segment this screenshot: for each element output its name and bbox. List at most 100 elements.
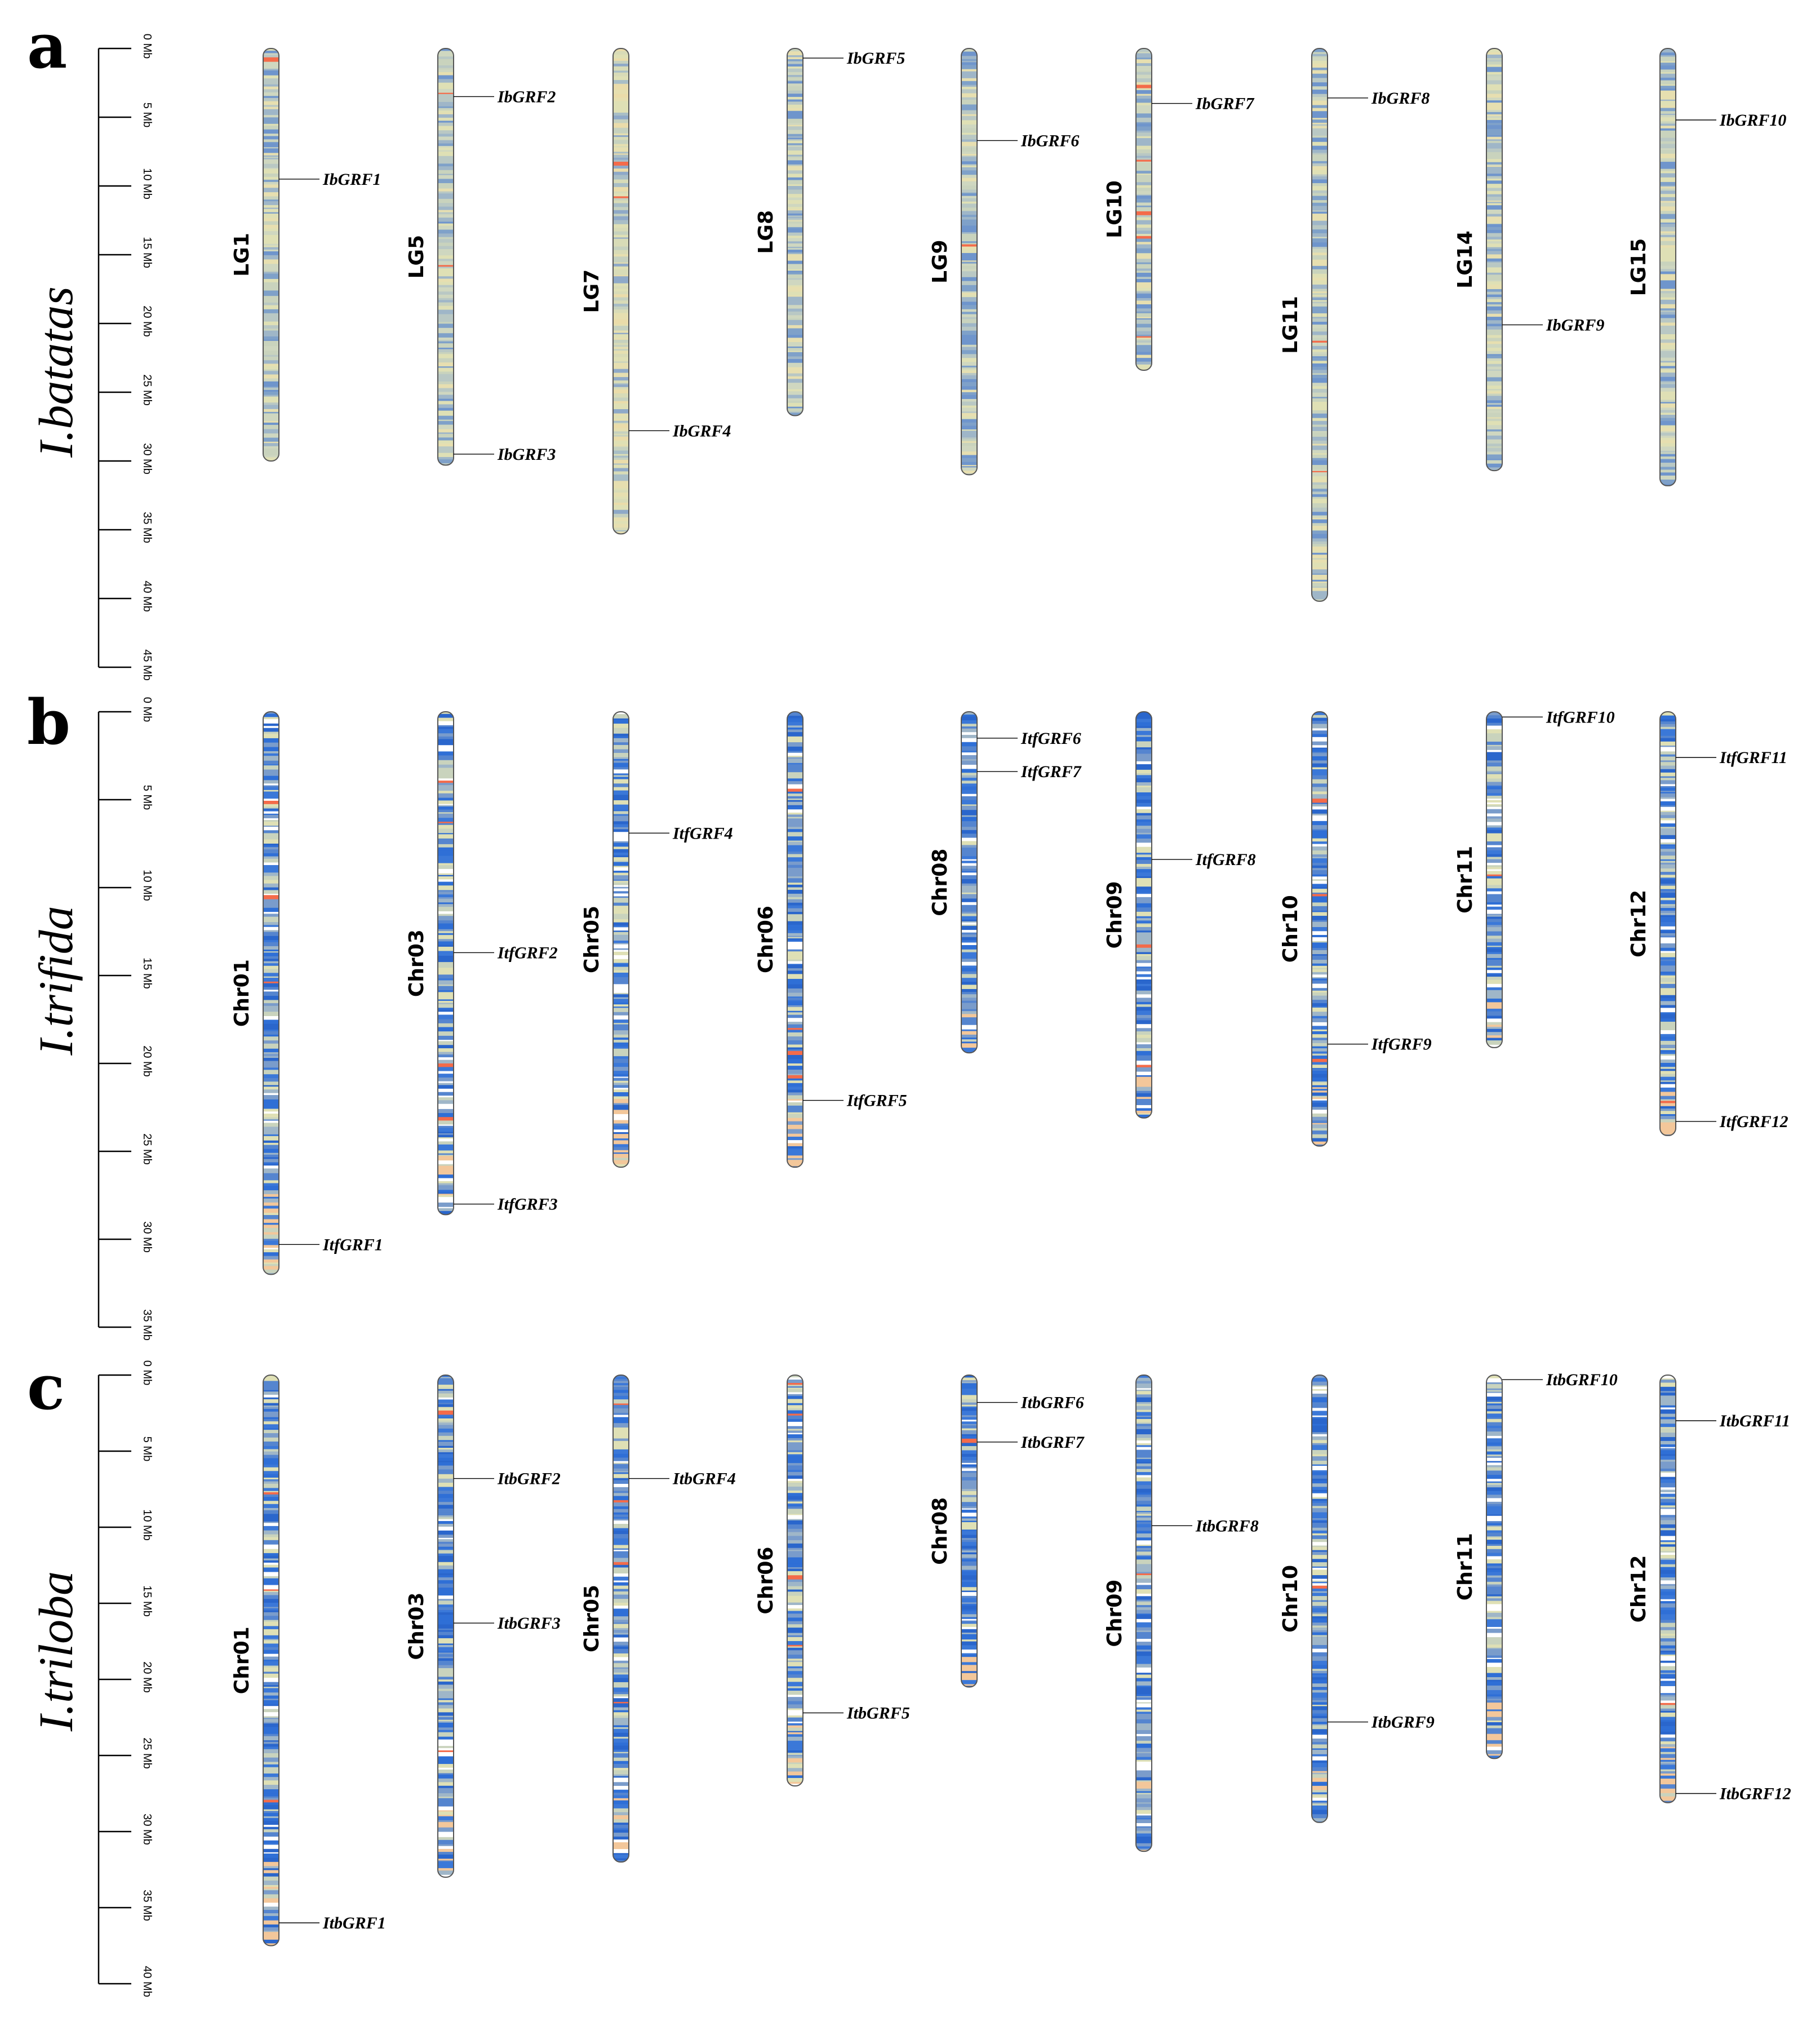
- chromosome-name: Chr06: [754, 906, 778, 973]
- chromosome-lg5-outline: [437, 48, 454, 466]
- chromosome-chr09-outline: [1135, 711, 1152, 1119]
- panel-letter: b: [27, 686, 70, 759]
- chromosome-bands: [1312, 48, 1328, 601]
- chromosome-chr05-outline: [612, 711, 629, 1168]
- chromosome-chr10-outline: [1311, 711, 1328, 1147]
- scale-axis: 0 Mb 5 Mb 10 Mb 15 Mb 20 Mb 25 Mb 30 Mb 35 Mb 40…: [97, 34, 153, 681]
- chromosome-name: Chr09: [1103, 1580, 1126, 1647]
- axis-tick-label: 40 Mb: [141, 1966, 153, 1997]
- chromosome-chr03: Chr03 ItfGRF2 ItfGRF3: [405, 711, 558, 1216]
- chromosome-chr05-outline: [612, 1375, 629, 1863]
- chromosome-bands: [787, 1375, 803, 1786]
- chromosome-chr09: Chr09 ItbGRF8: [1103, 1375, 1259, 1852]
- axis-tick-label: 35 Mb: [141, 512, 153, 543]
- axis-tick-label: 25 Mb: [141, 374, 153, 406]
- chromosome-name: LG1: [230, 233, 254, 277]
- chromosome-chr12-outline: [1659, 1375, 1676, 1803]
- gene-label: ItfGRF2: [497, 943, 558, 962]
- chromosome-chr11-outline: [1486, 711, 1503, 1048]
- chromosome-chr12: Chr12 ItbGRF11 ItbGRF12: [1627, 1375, 1791, 1803]
- gene-label: IbGRF1: [322, 170, 381, 189]
- gene-label: IbGRF4: [672, 422, 731, 440]
- chromosome-bands: [1660, 712, 1676, 1136]
- chromosome-lg5: LG5 IbGRF2 IbGRF3: [405, 48, 556, 466]
- chromosome-name: Chr05: [580, 906, 603, 973]
- gene-label: ItbGRF12: [1719, 1785, 1791, 1803]
- axis-tick-label: 5 Mb: [141, 785, 153, 810]
- gene-label: ItbGRF2: [497, 1470, 561, 1488]
- gene-label: IbGRF10: [1719, 111, 1786, 130]
- chromosome-chr06-outline: [787, 711, 804, 1168]
- chromosome-name: Chr08: [929, 849, 952, 916]
- chromosome-bands: [787, 48, 803, 416]
- chromosome-chr03-outline: [437, 1375, 454, 1878]
- chromosome-chr05: Chr05 ItbGRF4: [580, 1375, 736, 1863]
- chromosome-name: LG8: [754, 210, 778, 254]
- chromosome-bands: [1486, 712, 1502, 1048]
- species-label: I.trifida: [29, 906, 83, 1056]
- chromosome-chr06: Chr06 ItbGRF5: [754, 1375, 910, 1786]
- axis-tick-label: 40 Mb: [141, 580, 153, 612]
- axis-tick-label: 20 Mb: [141, 1045, 153, 1077]
- chromosome-name: Chr01: [230, 1626, 254, 1694]
- chromosome-chr01: Chr01 ItfGRF1: [230, 711, 383, 1275]
- chromosome-lg15: LG15 IbGRF10: [1627, 48, 1786, 486]
- chromosome-bands: [1136, 48, 1152, 370]
- chromosome-name: Chr03: [405, 1593, 428, 1660]
- chromosome-bands: [438, 48, 454, 465]
- gene-label: ItfGRF3: [497, 1195, 558, 1214]
- gene-label: ItbGRF11: [1719, 1412, 1790, 1430]
- gene-label: ItfGRF9: [1371, 1035, 1432, 1054]
- chromosome-name: LG5: [405, 235, 428, 279]
- gene-label: ItbGRF10: [1546, 1371, 1618, 1389]
- chromosome-lg9: LG9 IbGRF6: [929, 48, 1079, 476]
- axis-tick-label: 10 Mb: [141, 168, 153, 199]
- gene-label: IbGRF6: [1020, 131, 1079, 150]
- chromosome-lg8-outline: [787, 48, 804, 416]
- chromosome-lg10-outline: [1135, 48, 1152, 371]
- axis-tick-label: 30 Mb: [141, 1814, 153, 1845]
- gene-label: ItbGRF9: [1371, 1713, 1435, 1732]
- gene-label: IbGRF9: [1546, 316, 1604, 334]
- chromosome-chr01-outline: [263, 1375, 279, 1947]
- chromosome-chr03-outline: [437, 711, 454, 1216]
- chromosome-chr11: Chr11 ItbGRF10: [1454, 1371, 1618, 1759]
- axis-tick-label: 15 Mb: [141, 957, 153, 989]
- axis-tick-label: 35 Mb: [141, 1309, 153, 1341]
- chromosome-lg7: LG7 IbGRF4: [580, 48, 731, 535]
- chromosome-bands: [961, 48, 977, 475]
- gene-label: ItbGRF4: [672, 1470, 736, 1488]
- chromosome-bands: [961, 712, 977, 1053]
- chromosome-bands: [263, 712, 279, 1275]
- chromosome-bands: [961, 1375, 977, 1687]
- gene-label: ItbGRF3: [497, 1614, 561, 1633]
- chromosome-bands: [613, 48, 629, 534]
- chromosome-lg10: LG10 IbGRF7: [1103, 48, 1254, 371]
- gene-label: ItbGRF8: [1195, 1517, 1259, 1535]
- chromosome-chr01-outline: [263, 711, 279, 1275]
- chromosome-bands: [1136, 1375, 1152, 1852]
- species-label: I.triloba: [29, 1571, 83, 1732]
- axis-tick-label: 20 Mb: [141, 1661, 153, 1693]
- chromosome-bands: [263, 48, 279, 461]
- chromosome-bands: [263, 1375, 279, 1946]
- gene-label: ItbGRF1: [322, 1914, 386, 1932]
- chromosome-chr06-outline: [787, 1375, 804, 1786]
- panel-letter: c: [27, 1351, 65, 1424]
- panel-letter: a: [27, 10, 67, 82]
- axis-tick-label: 20 Mb: [141, 305, 153, 337]
- chromosome-chr10: Chr10 ItbGRF9: [1279, 1375, 1435, 1823]
- chromosome-bands: [1312, 712, 1328, 1146]
- chromosome-name: LG11: [1279, 296, 1302, 354]
- chromosome-name: Chr10: [1279, 895, 1302, 963]
- gene-label: IbGRF5: [846, 49, 905, 68]
- chromosome-chr08-outline: [961, 711, 978, 1054]
- chromosome-lg8: LG8 IbGRF5: [754, 48, 905, 416]
- chromosome-lg1-outline: [263, 48, 279, 462]
- panel-a: a I.batatas 0 Mb 5 Mb 10 Mb 15 Mb 20 Mb 25 Mb 30…: [27, 10, 1786, 681]
- chromosome-name: Chr03: [405, 929, 428, 997]
- gene-label: ItfGRF6: [1020, 729, 1081, 748]
- chromosome-bands: [1486, 1375, 1502, 1759]
- gene-label: ItfGRF1: [322, 1235, 383, 1254]
